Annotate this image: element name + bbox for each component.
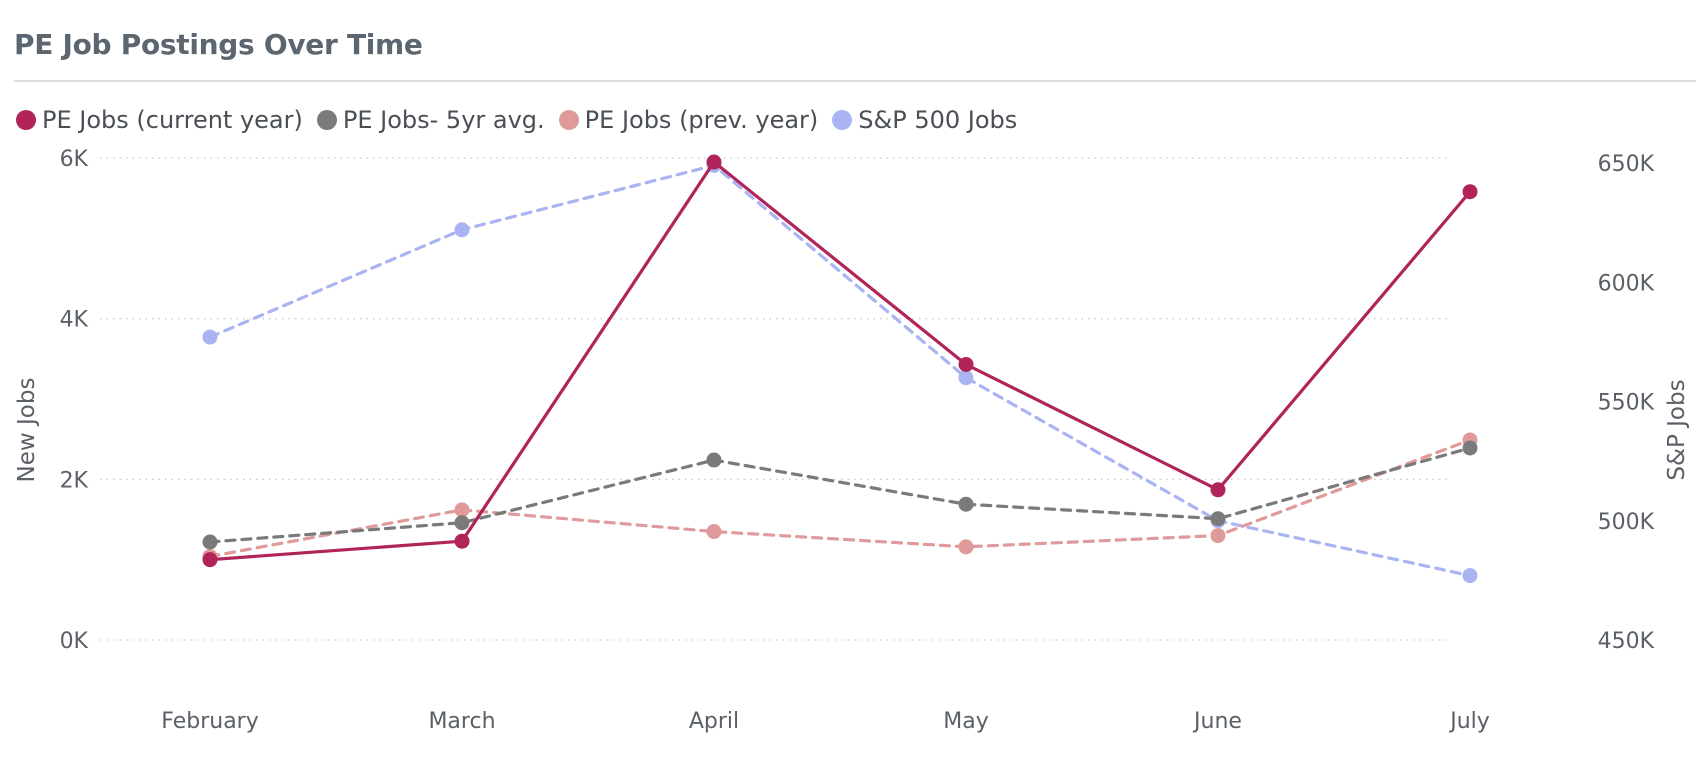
y-right-axis-title: S&P Jobs <box>1664 379 1690 480</box>
series-line-sp500 <box>208 163 1472 578</box>
data-point-pe-current <box>706 154 722 170</box>
y-left-axis-title: New Jobs <box>14 378 40 483</box>
legend-item-pe-current[interactable]: PE Jobs (current year) <box>16 106 303 134</box>
x-tick-label: March <box>428 709 495 734</box>
x-tick-label: May <box>943 709 988 734</box>
legend-item-pe-prev-year[interactable]: PE Jobs (prev. year) <box>558 106 819 134</box>
x-tick-label: April <box>689 709 739 734</box>
y-right-tick-label: 650K <box>1598 152 1655 177</box>
data-point-pe-prev-year <box>454 502 470 518</box>
data-point-sp500 <box>454 222 470 238</box>
legend-label-sp500: S&P 500 Jobs <box>858 106 1018 134</box>
y-right-tick-label: 550K <box>1598 391 1655 416</box>
y-left-tick-label: 6K <box>60 147 89 172</box>
legend-label-pe-5yr-avg: PE Jobs- 5yr avg. <box>342 106 545 134</box>
data-point-sp500 <box>958 370 974 386</box>
y-right-tick-label: 450K <box>1598 629 1655 654</box>
y-left-tick-label: 0K <box>60 629 89 654</box>
y-right-tick-label: 500K <box>1598 510 1655 535</box>
chart-legend: PE Jobs (current year) PE Jobs- 5yr avg.… <box>16 106 1031 134</box>
legend-item-pe-5yr-avg[interactable]: PE Jobs- 5yr avg. <box>316 106 545 134</box>
title-divider <box>14 80 1696 82</box>
legend-marker-pe-prev-year <box>558 110 579 130</box>
data-point-sp500 <box>1462 568 1478 584</box>
data-point-sp500 <box>202 329 218 345</box>
chart-title: PE Job Postings Over Time <box>14 28 423 61</box>
data-point-pe-current <box>1210 482 1226 498</box>
data-point-pe-5yr-avg <box>1210 511 1226 527</box>
data-point-pe-current <box>1462 184 1478 200</box>
data-point-pe-prev-year <box>1210 528 1226 544</box>
legend-marker-pe-current <box>16 110 36 130</box>
legend-label-pe-current: PE Jobs (current year) <box>42 106 303 134</box>
x-tick-label: February <box>161 709 259 734</box>
series-line-pe-prev-year <box>208 438 1472 559</box>
legend-marker-pe-5yr-avg <box>316 110 337 130</box>
legend-marker-sp500 <box>832 110 853 130</box>
x-tick-label: June <box>1192 709 1242 734</box>
y-left-tick-label: 2K <box>60 468 89 493</box>
data-point-pe-5yr-avg <box>706 452 722 468</box>
y-left-tick-label: 4K <box>60 308 89 333</box>
data-point-pe-current <box>958 356 974 372</box>
legend-label-pe-prev-year: PE Jobs (prev. year) <box>584 106 819 134</box>
data-point-pe-5yr-avg <box>454 515 470 531</box>
data-point-pe-prev-year <box>706 524 722 540</box>
data-point-pe-prev-year <box>958 539 974 555</box>
data-point-pe-current <box>202 552 218 568</box>
series-line-pe-5yr-avg <box>208 446 1472 544</box>
data-point-pe-5yr-avg <box>958 496 974 512</box>
data-point-pe-current <box>454 533 470 549</box>
x-tick-label: July <box>1448 709 1490 734</box>
series-line-pe-current <box>208 160 1472 562</box>
data-point-pe-5yr-avg <box>202 534 218 550</box>
data-point-pe-5yr-avg <box>1462 440 1478 456</box>
y-right-tick-label: 600K <box>1598 271 1655 296</box>
legend-item-sp500[interactable]: S&P 500 Jobs <box>832 106 1017 134</box>
